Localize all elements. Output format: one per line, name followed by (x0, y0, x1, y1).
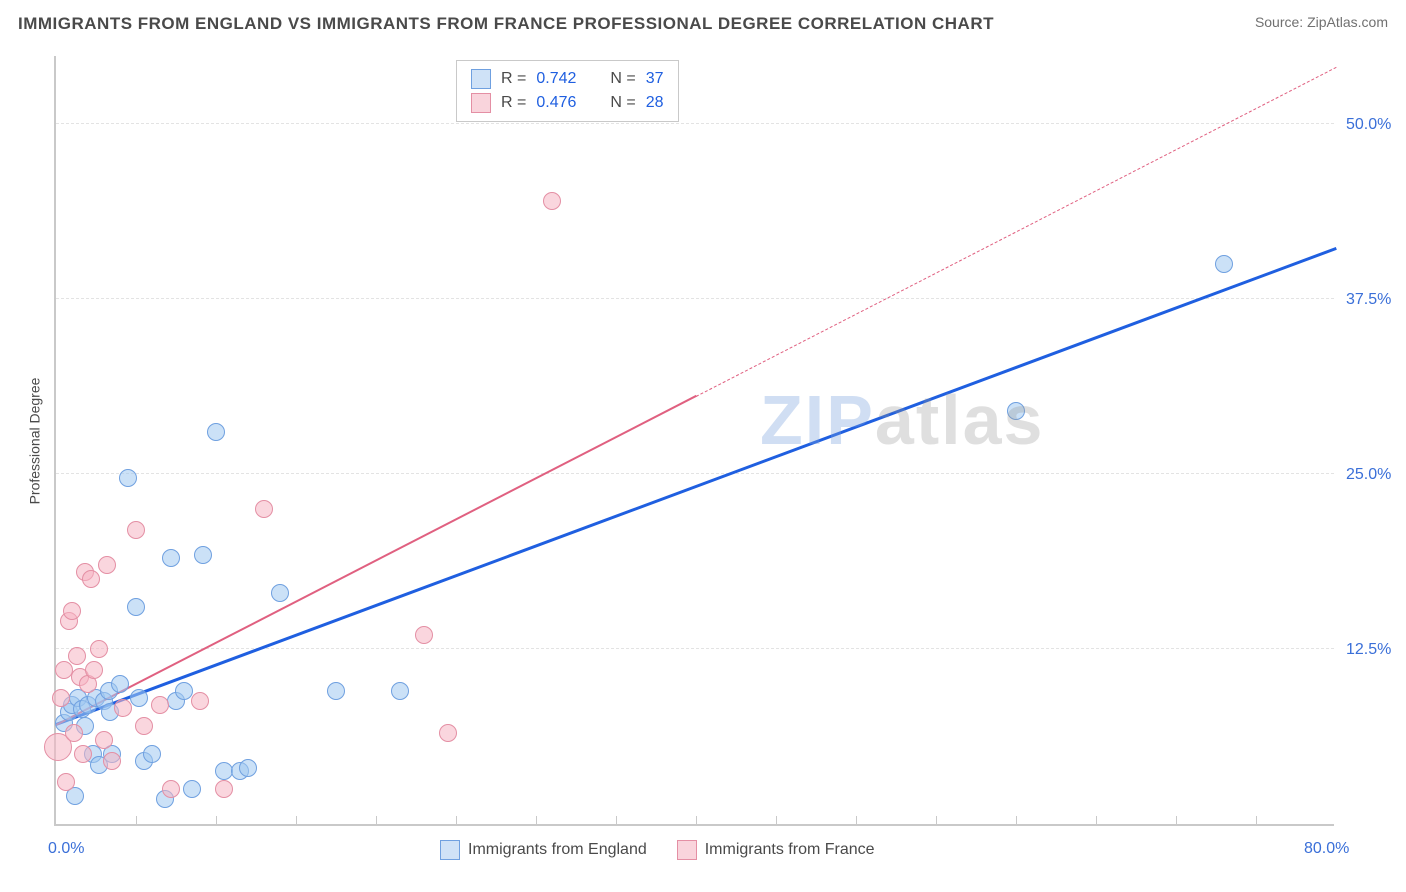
x-tick-label: 80.0% (1304, 840, 1349, 858)
legend-swatch (440, 840, 460, 860)
legend-label: Immigrants from France (705, 841, 875, 859)
data-point-england (143, 745, 161, 763)
x-tick-mark (616, 816, 617, 826)
x-tick-mark (696, 816, 697, 826)
data-point-france (439, 724, 457, 742)
data-point-england (1007, 402, 1025, 420)
data-point-england (1215, 255, 1233, 273)
data-point-england (207, 423, 225, 441)
x-tick-mark (856, 816, 857, 826)
data-point-france (127, 521, 145, 539)
data-point-france (85, 661, 103, 679)
data-point-england (391, 682, 409, 700)
data-point-france (52, 689, 70, 707)
gridline (56, 123, 1334, 124)
data-point-france (68, 647, 86, 665)
data-point-france (191, 692, 209, 710)
gridline (56, 473, 1334, 474)
data-point-england (194, 546, 212, 564)
chart-title: IMMIGRANTS FROM ENGLAND VS IMMIGRANTS FR… (18, 14, 994, 34)
x-tick-mark (456, 816, 457, 826)
x-tick-mark (376, 816, 377, 826)
data-point-england (271, 584, 289, 602)
gridline (56, 298, 1334, 299)
chart-header: IMMIGRANTS FROM ENGLAND VS IMMIGRANTS FR… (18, 14, 1388, 34)
trend-line (56, 395, 697, 726)
x-tick-label: 0.0% (48, 840, 84, 858)
x-tick-mark (216, 816, 217, 826)
legend-item: Immigrants from France (677, 840, 875, 860)
data-point-france (63, 602, 81, 620)
data-point-france (162, 780, 180, 798)
chart-source: Source: ZipAtlas.com (1255, 14, 1388, 30)
y-axis-label: Professional Degree (26, 378, 42, 505)
legend-series: Immigrants from England Immigrants from F… (440, 840, 875, 860)
x-tick-mark (936, 816, 937, 826)
data-point-england (127, 598, 145, 616)
data-point-france (90, 640, 108, 658)
data-point-england (111, 675, 129, 693)
data-point-england (327, 682, 345, 700)
legend-item: Immigrants from England (440, 840, 647, 860)
legend-row: R =0.476N =28 (471, 91, 664, 115)
data-point-england (175, 682, 193, 700)
data-point-england (162, 549, 180, 567)
data-point-france (114, 699, 132, 717)
legend-row: R =0.742N =37 (471, 67, 664, 91)
data-point-england (239, 759, 257, 777)
data-point-france (255, 500, 273, 518)
data-point-france (57, 773, 75, 791)
legend-swatch (677, 840, 697, 860)
y-axis-label-container: Professional Degree (24, 56, 44, 826)
data-point-france (82, 570, 100, 588)
data-point-france (415, 626, 433, 644)
data-point-france (543, 192, 561, 210)
x-tick-mark (296, 816, 297, 826)
data-point-france (135, 717, 153, 735)
trend-line (55, 247, 1336, 726)
x-tick-mark (136, 816, 137, 826)
y-tick-label: 37.5% (1346, 291, 1391, 309)
gridline (56, 648, 1334, 649)
legend-swatch (471, 69, 491, 89)
data-point-england (183, 780, 201, 798)
data-point-france (151, 696, 169, 714)
x-tick-mark (776, 816, 777, 826)
data-point-england (130, 689, 148, 707)
trend-line (696, 67, 1336, 397)
x-tick-mark (536, 816, 537, 826)
data-point-france (98, 556, 116, 574)
x-tick-mark (1176, 816, 1177, 826)
y-tick-label: 12.5% (1346, 641, 1391, 659)
data-point-france (74, 745, 92, 763)
legend-correlation: R =0.742N =37R =0.476N =28 (456, 60, 679, 122)
x-tick-mark (1016, 816, 1017, 826)
data-point-france (65, 724, 83, 742)
legend-swatch (471, 93, 491, 113)
data-point-france (215, 780, 233, 798)
data-point-france (95, 731, 113, 749)
data-point-england (119, 469, 137, 487)
x-tick-mark (1256, 816, 1257, 826)
legend-label: Immigrants from England (468, 841, 647, 859)
data-point-france (103, 752, 121, 770)
y-tick-label: 25.0% (1346, 466, 1391, 484)
y-tick-label: 50.0% (1346, 116, 1391, 134)
x-tick-mark (1096, 816, 1097, 826)
chart-plot-area (54, 56, 1334, 826)
